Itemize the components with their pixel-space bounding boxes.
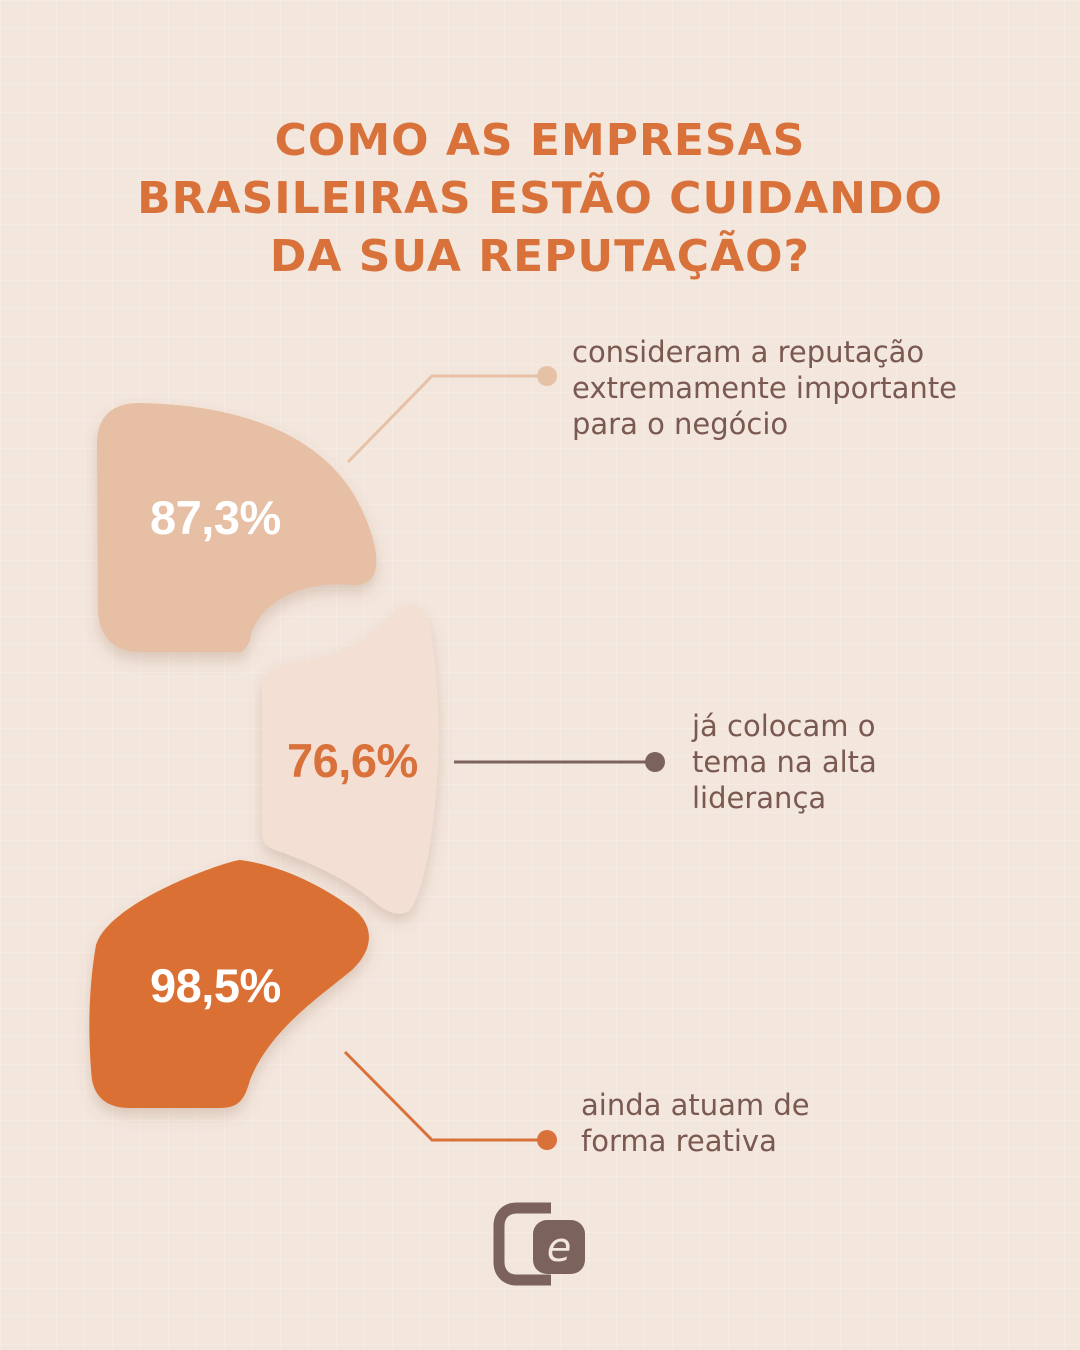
title-line-3: DA SUA REPUTAÇÃO? [269,231,811,282]
stat-description-1: consideram a reputação extremamente impo… [572,334,957,442]
stat-description-2: já colocam o tema na alta liderança [692,708,877,816]
stat-value-2: 76,6% [287,734,418,787]
logo-letter: e [547,1225,572,1271]
stat-value-1: 87,3% [150,491,281,544]
segment-shape-1 [96,403,377,653]
page-title: COMO AS EMPRESAS BRASILEIRAS ESTÃO CUIDA… [90,112,990,286]
brand-logo: e [491,1200,591,1290]
connector-line-1 [346,374,547,464]
stat-description-3: ainda atuam de forma reativa [581,1087,810,1159]
stat-description-2-line-3: liderança [692,781,827,815]
connector-dot-2 [645,752,665,772]
title-line-1: COMO AS EMPRESAS [274,115,806,166]
stat-value-3: 98,5% [150,959,281,1012]
stat-description-1-line-2: extremamente importante [572,371,958,405]
logo-badge [533,1220,585,1274]
connector-dot-1 [537,366,557,386]
connector-dot-3 [537,1130,557,1150]
e-logo-icon: e [493,1202,585,1286]
stat-description-3-line-2: forma reativa [581,1124,777,1158]
stat-description-2-line-2: tema na alta [692,745,877,779]
stat-description-1-line-1: consideram a reputação [572,335,925,369]
segment-shape-2 [262,604,439,914]
segment-shape-3 [89,860,369,1108]
connector-line-3 [343,1050,547,1142]
stat-description-1-line-3: para o negócio [572,407,789,441]
logo-outline [493,1202,551,1286]
stat-description-2-line-1: já colocam o [692,709,876,743]
title-line-2: BRASILEIRAS ESTÃO CUIDANDO [137,173,943,224]
stat-description-3-line-1: ainda atuam de [581,1088,810,1122]
